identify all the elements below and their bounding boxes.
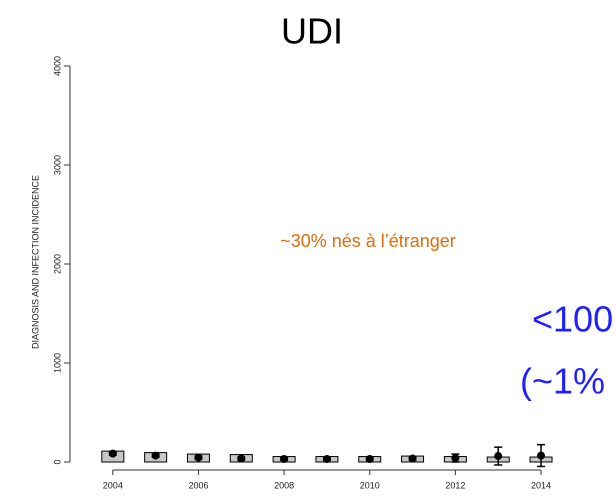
point — [194, 453, 203, 462]
point — [280, 455, 289, 464]
point — [322, 455, 331, 464]
y-tick-label: 1000 — [52, 353, 62, 373]
x-tick-label: 2012 — [445, 480, 465, 490]
point — [537, 451, 546, 460]
point — [151, 451, 160, 460]
point — [494, 452, 503, 461]
x-tick-label: 2006 — [188, 480, 208, 490]
point — [237, 454, 246, 463]
y-tick-label: 0 — [52, 459, 62, 464]
point — [408, 454, 417, 463]
y-tick-label: 4000 — [52, 56, 62, 76]
point — [365, 455, 374, 464]
annotation: (~1% — [520, 361, 605, 402]
x-tick-label: 2004 — [103, 480, 123, 490]
y-axis-label: DIAGNOSIS AND INFECTION INCIDENCE — [30, 175, 40, 349]
point — [451, 454, 460, 463]
chart-title: UDI — [281, 11, 343, 52]
y-tick-label: 2000 — [52, 254, 62, 274]
point — [108, 449, 117, 458]
x-tick-label: 2008 — [274, 480, 294, 490]
annotation: <100 — [532, 299, 613, 340]
annotation: ~30% nés à l’étranger — [280, 231, 456, 251]
x-tick-label: 2014 — [531, 480, 551, 490]
y-tick-label: 3000 — [52, 155, 62, 175]
x-tick-label: 2010 — [360, 480, 380, 490]
